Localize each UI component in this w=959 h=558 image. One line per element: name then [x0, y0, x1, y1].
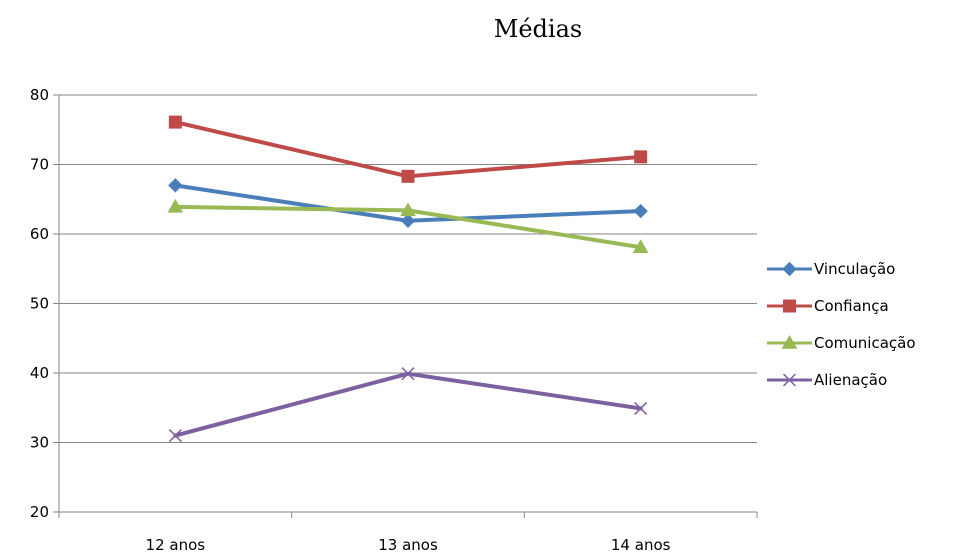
legend-label: Comunicação — [814, 334, 916, 352]
y-tick-label: 50 — [30, 295, 49, 313]
legend-marker — [782, 261, 797, 277]
y-tick-label: 20 — [30, 503, 49, 521]
x-tick-label: 13 anos — [378, 536, 438, 554]
data-point — [168, 429, 182, 443]
data-point — [167, 198, 184, 213]
x-tick-label: 14 anos — [611, 536, 671, 554]
data-point — [400, 202, 416, 217]
legend-label: Confiança — [814, 297, 889, 315]
y-tick-label: 40 — [30, 364, 49, 382]
y-tick-label: 80 — [30, 86, 49, 104]
data-point — [633, 203, 648, 219]
x-tick-label: 12 anos — [146, 536, 206, 554]
data-point — [632, 239, 649, 253]
series-lines — [167, 115, 649, 443]
legend-item: Alienação — [767, 371, 887, 389]
tick-labels: 20 30 40 50 60 70 80 12 anos 13 anos 14 anos — [30, 86, 671, 554]
legend-marker — [781, 334, 798, 349]
series-line-3 — [173, 371, 643, 438]
data-point — [401, 367, 415, 381]
data-point — [400, 213, 416, 229]
data-point — [634, 401, 648, 415]
y-tick-label: 60 — [30, 225, 49, 243]
y-tick-label: 70 — [30, 156, 49, 174]
data-point — [634, 150, 648, 164]
axes — [53, 94, 758, 518]
data-point — [168, 178, 183, 193]
legend-label: Alienação — [814, 371, 887, 389]
legend-item: Vinculação — [767, 260, 895, 278]
y-tick-label: 30 — [30, 434, 49, 452]
legend-marker — [782, 373, 797, 387]
legend-marker — [783, 299, 796, 313]
series-line-1 — [173, 120, 643, 179]
legend: Vinculação Confiança Comunicação Alienação — [767, 260, 916, 389]
data-point — [401, 169, 415, 183]
chart-title: Médias — [494, 15, 582, 43]
legend-label: Vinculação — [814, 260, 895, 278]
data-point — [168, 115, 182, 129]
legend-item: Comunicação — [767, 334, 916, 352]
gridlines — [59, 94, 757, 513]
legend-item: Confiança — [767, 297, 889, 315]
